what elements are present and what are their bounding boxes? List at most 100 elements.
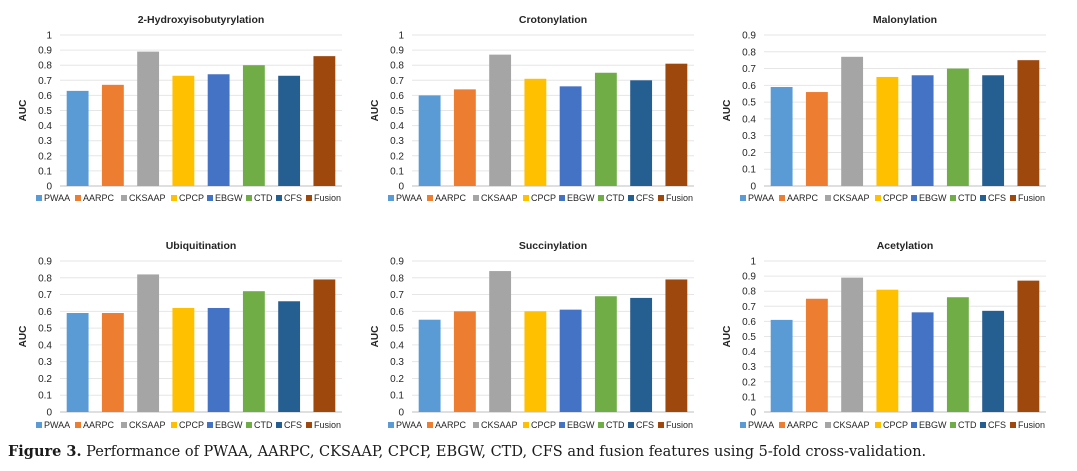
chart-panel-acetylation: Acetylation AUC 0 0.1 0.2 0.3 0.4 0.5 0.6 0.7 0.8 0… [722, 240, 1046, 430]
legend-swatch-cksaap [473, 195, 479, 201]
y-tick-label: 0.3 [742, 362, 756, 373]
legend-label-aarpc: AARPC [83, 193, 115, 203]
y-tick-label: 1 [46, 31, 52, 42]
bar-ebgw [911, 312, 934, 412]
chart-panel-ubiquitination: Ubiquitination AUC 0 0.1 0.2 0.3 0.4 0.5 0.6 0.7 0… [18, 240, 342, 430]
chart-legend: PWAA AARPC CKSAAP CPCP EBGW CTD CFS Fusion [740, 193, 1045, 203]
y-tick-label: 0.9 [742, 272, 756, 283]
legend-label-ctd: CTD [606, 193, 625, 203]
legend-label-fusion: Fusion [1018, 420, 1045, 430]
y-tick-label: 0.9 [390, 257, 404, 268]
legend-swatch-pwaa [36, 422, 42, 428]
y-tick-label: 0.5 [742, 332, 756, 343]
bar-ctd [594, 72, 617, 186]
legend-swatch-cfs [276, 422, 282, 428]
legend-swatch-ebgw [207, 195, 213, 201]
y-tick-label: 0.5 [390, 106, 404, 117]
chart-legend: PWAA AARPC CKSAAP CPCP EBGW CTD CFS Fusion [36, 193, 341, 203]
bar-cfs [278, 301, 301, 412]
legend-swatch-cpcp [171, 195, 177, 201]
legend-label-ctd: CTD [254, 193, 273, 203]
y-tick-label: 0.4 [390, 340, 404, 351]
legend-swatch-fusion [1010, 422, 1016, 428]
bar-ebgw [207, 74, 230, 186]
legend-label-fusion: Fusion [314, 420, 341, 430]
chart-panel-2-hydroxyisobutyrylation: 2-Hydroxyisobutyrylation AUC 0 0.1 0.2 0.3 0.4… [18, 14, 342, 203]
y-tick-label: 0.2 [38, 151, 52, 162]
chart-legend: PWAA AARPC CKSAAP CPCP EBGW CTD CFS Fusion [388, 193, 693, 203]
y-tick-label: 0.7 [742, 64, 756, 75]
y-tick-label: 0.4 [742, 114, 756, 125]
y-axis-label: AUC [722, 100, 733, 122]
legend-label-cksaap: CKSAAP [481, 420, 518, 430]
y-axis-label: AUC [18, 326, 29, 348]
y-tick-label: 0.7 [390, 290, 404, 301]
legend-label-cksaap: CKSAAP [481, 193, 518, 203]
y-tick-label: 0.4 [38, 340, 52, 351]
legend-label-pwaa: PWAA [748, 420, 774, 430]
legend-swatch-aarpc [75, 195, 81, 201]
bar-pwaa [770, 319, 793, 412]
y-tick-label: 0 [750, 182, 756, 193]
legend-label-cpcp: CPCP [531, 420, 556, 430]
legend-label-ctd: CTD [958, 193, 977, 203]
legend-swatch-pwaa [388, 422, 394, 428]
legend-swatch-cksaap [121, 422, 127, 428]
chart-panel-succinylation: Succinylation AUC 0 0.1 0.2 0.3 0.4 0.5 0.6 0.7 0.… [370, 240, 694, 430]
chart-legend: PWAA AARPC CKSAAP CPCP EBGW CTD CFS Fusion [388, 420, 693, 430]
y-tick-label: 0.6 [390, 91, 404, 102]
y-tick-label: 0.5 [38, 324, 52, 335]
y-tick-label: 0.1 [742, 392, 756, 403]
y-tick-label: 0.3 [742, 131, 756, 142]
bar-cksaap [841, 56, 864, 186]
bar-cpcp [876, 289, 899, 412]
y-tick-label: 0.8 [742, 287, 756, 298]
y-tick-label: 0 [398, 182, 404, 193]
legend-label-cfs: CFS [988, 420, 1006, 430]
legend-swatch-pwaa [36, 195, 42, 201]
y-tick-label: 0.7 [742, 302, 756, 313]
legend-swatch-pwaa [740, 422, 746, 428]
legend-swatch-cfs [980, 422, 986, 428]
y-tick-label: 0.3 [38, 136, 52, 147]
legend-label-cksaap: CKSAAP [833, 193, 870, 203]
chart-legend: PWAA AARPC CKSAAP CPCP EBGW CTD CFS Fusion [740, 420, 1045, 430]
legend-label-pwaa: PWAA [748, 193, 774, 203]
legend-swatch-cfs [628, 422, 634, 428]
legend-swatch-fusion [658, 422, 664, 428]
legend-label-cpcp: CPCP [883, 420, 908, 430]
legend-swatch-ebgw [911, 195, 917, 201]
y-tick-label: 0 [46, 182, 52, 193]
bar-fusion [1017, 280, 1040, 412]
legend-swatch-ebgw [207, 422, 213, 428]
legend-label-ebgw: EBGW [919, 420, 947, 430]
y-tick-label: 0.6 [390, 307, 404, 318]
chart-title: 2-Hydroxyisobutyrylation [138, 14, 265, 26]
legend-swatch-ebgw [911, 422, 917, 428]
bar-cfs [278, 75, 301, 186]
legend-swatch-ctd [246, 422, 252, 428]
bar-ctd [946, 68, 969, 186]
chart-title: Acetylation [877, 240, 934, 252]
y-tick-label: 0.8 [38, 61, 52, 72]
bar-cpcp [172, 307, 195, 412]
bar-aarpc [453, 311, 476, 412]
chart-title: Succinylation [519, 240, 587, 252]
legend-label-cpcp: CPCP [531, 193, 556, 203]
legend-label-aarpc: AARPC [83, 420, 115, 430]
y-tick-label: 0.2 [390, 374, 404, 385]
legend-swatch-aarpc [427, 195, 433, 201]
bar-pwaa [770, 87, 793, 186]
y-axis-label: AUC [370, 100, 381, 122]
y-tick-label: 0.1 [38, 166, 52, 177]
y-tick-label: 0 [398, 408, 404, 419]
chart-panel-crotonylation: Crotonylation AUC 0 0.1 0.2 0.3 0.4 0.5 0.6 0.7 0.… [370, 14, 694, 203]
legend-swatch-fusion [306, 422, 312, 428]
y-tick-label: 0.1 [390, 166, 404, 177]
legend-label-cpcp: CPCP [179, 193, 204, 203]
legend-label-pwaa: PWAA [396, 193, 422, 203]
bar-aarpc [805, 298, 828, 412]
bar-ctd [242, 291, 265, 412]
legend-label-fusion: Fusion [666, 420, 693, 430]
legend-swatch-ctd [246, 195, 252, 201]
